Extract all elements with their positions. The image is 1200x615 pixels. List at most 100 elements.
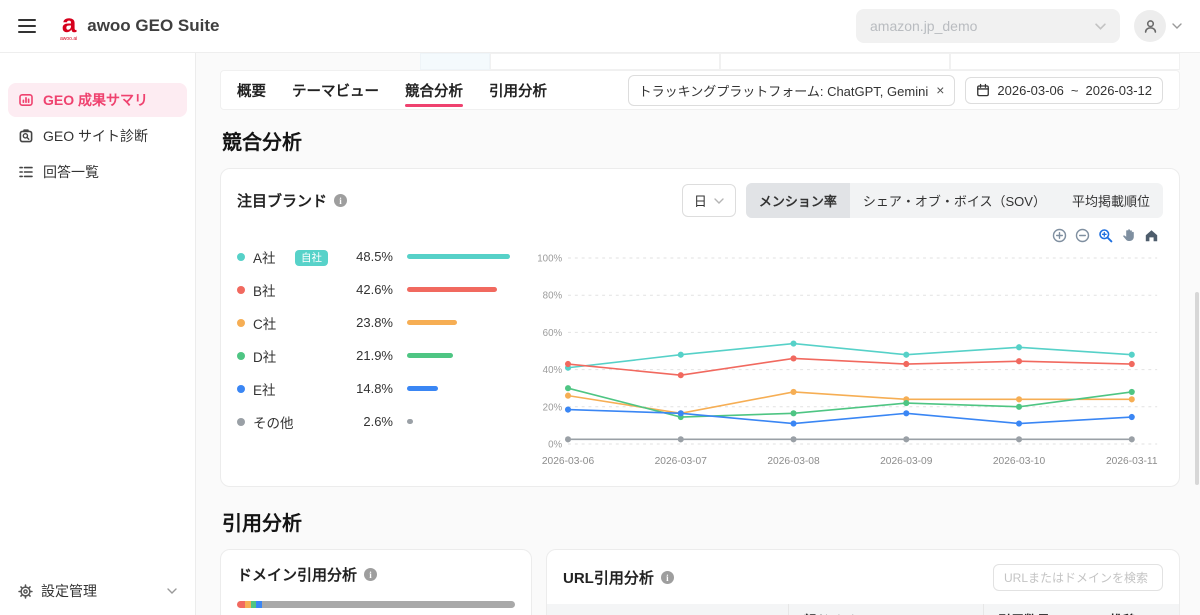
sidebar-item-answer-list[interactable]: 回答一覧 xyxy=(8,155,187,189)
close-icon[interactable]: × xyxy=(936,82,945,98)
domain-citation-card: ドメイン引用分析 i ドメイン名 引用回数 割合 トレンド xyxy=(220,549,532,615)
report-tabs: 概要 テーマビュー 競合分析 引用分析 xyxy=(237,70,547,111)
menu-toggle-icon[interactable] xyxy=(18,19,38,33)
gear-icon xyxy=(18,583,33,599)
url-search-input[interactable] xyxy=(993,564,1163,591)
chevron-down-icon xyxy=(714,197,724,204)
svg-text:20%: 20% xyxy=(543,402,563,413)
distribution-segment xyxy=(261,601,515,608)
mention-rate-chart-area: 0% 20% 40% 60% 80% 100% 2026-03-06 2026-03-07 20… xyxy=(529,228,1163,472)
legend-row[interactable]: E社 14.8% xyxy=(237,372,529,405)
citation-section-heading: 引用分析 xyxy=(222,513,302,535)
legend-dot xyxy=(237,252,245,261)
col-url: URL xyxy=(547,612,788,615)
svg-text:100%: 100% xyxy=(537,253,562,264)
legend-row[interactable]: A社 自社 48.5% xyxy=(237,240,529,273)
svg-text:2026-03-11: 2026-03-11 xyxy=(1106,456,1158,467)
date-end: 2026-03-12 xyxy=(1085,82,1153,98)
workspace-select[interactable]: amazon.jp_demo xyxy=(856,9,1120,43)
own-brand-badge: 自社 xyxy=(295,249,328,266)
metric-tab-avg-rank[interactable]: 平均掲載順位 xyxy=(1059,183,1163,218)
legend-bar xyxy=(407,254,510,259)
main-content: 概要 テーマビュー 競合分析 引用分析 トラッキングプラットフォーム: Chat… xyxy=(196,53,1200,615)
url-card-title: URL引用分析 xyxy=(563,570,654,587)
legend-row[interactable]: C社 23.8% xyxy=(237,306,529,339)
distribution-segment xyxy=(237,601,246,608)
svg-text:2026-03-08: 2026-03-08 xyxy=(767,456,820,467)
site-audit-icon xyxy=(19,129,33,143)
person-icon xyxy=(1144,19,1156,33)
date-start: 2026-03-06 xyxy=(997,82,1064,98)
vertical-scrollbar[interactable] xyxy=(1195,292,1199,485)
legend-bar xyxy=(407,287,498,292)
col-citation-volume[interactable]: 引用数量 xyxy=(998,610,1067,615)
sidebar-item-settings[interactable]: 設定管理 xyxy=(0,581,195,601)
box-zoom-icon[interactable] xyxy=(1098,228,1113,243)
zoom-in-icon[interactable] xyxy=(1052,228,1067,243)
app-title: awoo GEO Suite xyxy=(87,16,220,35)
legend-bar xyxy=(407,320,458,325)
legend-bar xyxy=(407,353,454,358)
distribution-segment xyxy=(245,601,252,608)
avatar xyxy=(1134,10,1166,42)
metric-tab-mention-rate[interactable]: メンション率 xyxy=(745,183,850,218)
legend-row[interactable]: B社 42.6% xyxy=(237,273,529,306)
legend-bar xyxy=(407,386,439,391)
domain-distribution-bar xyxy=(237,601,515,608)
chevron-down-icon xyxy=(1095,22,1106,30)
legend-bar xyxy=(407,419,413,424)
legend-dot xyxy=(237,417,245,426)
user-menu[interactable] xyxy=(1134,10,1182,42)
competitor-section-heading: 競合分析 xyxy=(222,132,302,154)
tab-overview[interactable]: 概要 xyxy=(237,83,266,100)
info-icon[interactable]: i xyxy=(334,194,348,207)
legend-row[interactable]: D社 21.9% xyxy=(237,339,529,372)
info-icon[interactable]: i xyxy=(660,571,674,584)
awoo-logo: a awoo.ai xyxy=(60,8,78,42)
svg-text:2026-03-06: 2026-03-06 xyxy=(542,456,595,467)
chart-summary-icon xyxy=(19,93,33,106)
date-range-picker[interactable]: 2026-03-06 ~ 2026-03-12 xyxy=(965,76,1163,104)
tab-competitor-analysis[interactable]: 競合分析 xyxy=(405,70,463,111)
col-parent-domain[interactable]: 親ドメイン xyxy=(788,604,983,615)
metric-segmented-control: メンション率 シェア・オブ・ボイス（SOV） 平均掲載順位 xyxy=(745,183,1163,218)
col-trend-shift[interactable]: 推移 xyxy=(1110,610,1153,615)
legend-dot xyxy=(237,384,245,393)
svg-text:2026-03-07: 2026-03-07 xyxy=(655,456,708,467)
legend-dot xyxy=(237,285,245,294)
mention-rate-chart[interactable]: 0% 20% 40% 60% 80% 100% 2026-03-06 2026-03-07 20… xyxy=(529,244,1163,472)
metric-tab-sov[interactable]: シェア・オブ・ボイス（SOV） xyxy=(850,183,1059,218)
svg-text:2026-03-10: 2026-03-10 xyxy=(993,456,1046,467)
url-table-header: URL 親ドメイン 引用数量 推移 xyxy=(547,604,1179,615)
distribution-segment xyxy=(251,601,256,608)
interval-select[interactable]: 日 xyxy=(681,184,736,217)
tab-theme-view[interactable]: テーマビュー xyxy=(292,83,379,100)
legend-row[interactable]: その他 2.6% xyxy=(237,405,529,438)
top-bar: a awoo.ai awoo GEO Suite amazon.jp_demo xyxy=(0,0,1200,53)
calendar-icon xyxy=(977,83,990,97)
zoom-out-icon[interactable] xyxy=(1075,228,1090,243)
tab-filter-bar: 概要 テーマビュー 競合分析 引用分析 トラッキングプラットフォーム: Chat… xyxy=(220,70,1180,110)
brand-card-title: 注目ブランド xyxy=(237,193,328,210)
answer-list-icon xyxy=(19,166,33,178)
sidebar: GEO 成果サマリ GEO サイト診断 回答一覧 設定管理 xyxy=(0,53,196,615)
chevron-down-icon xyxy=(1172,23,1182,29)
home-reset-icon[interactable] xyxy=(1144,228,1159,243)
chart-toolbar xyxy=(1052,228,1159,243)
distribution-segment xyxy=(255,601,262,608)
url-citation-card: URL引用分析 i URL 親ドメイン 引用数量 推移 xyxy=(546,549,1180,615)
info-icon[interactable]: i xyxy=(364,568,378,581)
domain-card-title: ドメイン引用分析 xyxy=(237,567,358,584)
svg-text:80%: 80% xyxy=(543,291,563,302)
brand-legend: A社 自社 48.5% B社 42.6% C社 23.8% xyxy=(237,228,529,472)
legend-dot xyxy=(237,318,245,327)
tab-citation-analysis[interactable]: 引用分析 xyxy=(489,83,547,100)
svg-text:40%: 40% xyxy=(543,365,563,376)
pan-hand-icon[interactable] xyxy=(1121,228,1136,243)
svg-text:2026-03-09: 2026-03-09 xyxy=(880,456,933,467)
sidebar-item-geo-site-audit[interactable]: GEO サイト診断 xyxy=(8,119,187,153)
svg-text:60%: 60% xyxy=(543,328,563,339)
sidebar-item-geo-summary[interactable]: GEO 成果サマリ xyxy=(8,83,187,117)
platform-filter-chip[interactable]: トラッキングプラットフォーム: ChatGPT, Gemini × xyxy=(627,74,956,106)
legend-dot xyxy=(237,351,245,360)
